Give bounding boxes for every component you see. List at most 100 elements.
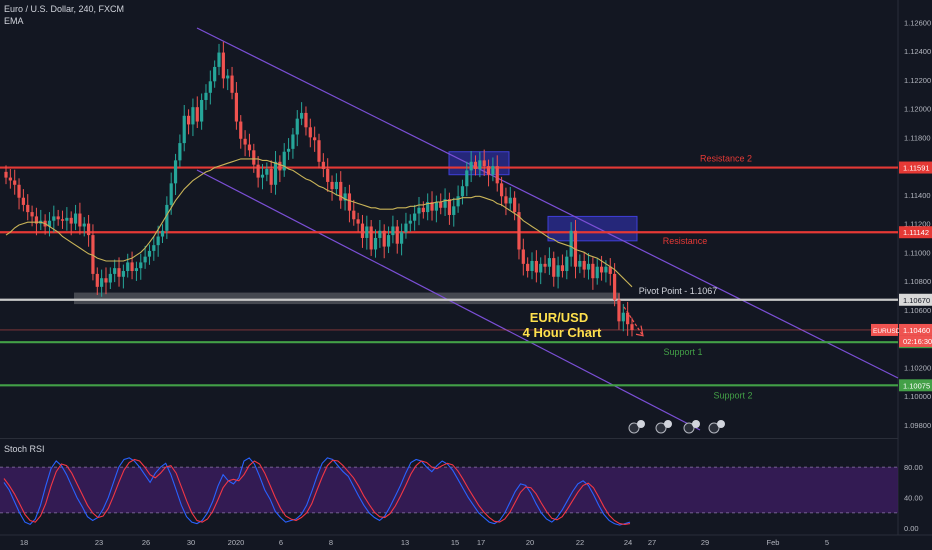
candle-body xyxy=(339,181,343,201)
candle-body xyxy=(513,197,517,213)
candle-body xyxy=(52,216,56,221)
candle-body xyxy=(208,81,212,93)
candle-body xyxy=(295,118,299,135)
event-flag-icon xyxy=(637,420,645,428)
candle-body xyxy=(486,166,491,175)
symbol-badge xyxy=(871,323,898,336)
candle-body xyxy=(356,219,360,224)
candle-body xyxy=(56,216,60,220)
candle-body xyxy=(130,262,134,272)
candle-body xyxy=(82,223,86,227)
candle-body xyxy=(373,237,378,250)
candle-body xyxy=(286,148,291,152)
time-tick-label: 29 xyxy=(701,538,709,547)
candle-body xyxy=(473,161,478,169)
candle-body xyxy=(278,161,282,171)
candle-body xyxy=(552,258,556,277)
rsi-series-d xyxy=(3,458,631,525)
candle-body xyxy=(269,168,273,185)
time-tick-label: 2020 xyxy=(228,538,245,547)
time-tick-label: 6 xyxy=(279,538,283,547)
event-flag-icon xyxy=(683,422,695,434)
time-tick-label: 23 xyxy=(95,538,103,547)
candle-body xyxy=(160,230,165,237)
candle-body xyxy=(317,140,321,162)
level-badge xyxy=(899,161,932,174)
candle-body xyxy=(265,168,269,175)
time-tick-label: 17 xyxy=(477,538,485,547)
candle-body xyxy=(569,230,573,257)
annotation-line-1: EUR/USD xyxy=(530,310,589,325)
candle-body xyxy=(421,207,425,213)
candle-body xyxy=(599,266,604,273)
candle-body xyxy=(369,226,373,250)
candle-body xyxy=(260,174,265,178)
annotation-line-2: 4 Hour Chart xyxy=(523,325,602,340)
candle-body xyxy=(252,150,256,165)
event-flag-icon xyxy=(628,422,640,434)
candle-body xyxy=(117,268,121,277)
candle-body xyxy=(543,263,547,267)
level-label: Support 1 xyxy=(663,347,702,357)
candle-body xyxy=(247,144,252,151)
candle-body xyxy=(73,213,78,224)
price-badge-text: 1.10460 xyxy=(903,326,930,335)
pane-separator xyxy=(0,438,898,439)
candle-body xyxy=(621,312,625,322)
candle-body xyxy=(195,107,199,122)
candle-body xyxy=(504,196,508,204)
candle-body xyxy=(417,207,421,214)
time-tick-label: 30 xyxy=(187,538,195,547)
indicator-label: EMA xyxy=(4,16,24,26)
time-tick-label: 20 xyxy=(526,538,534,547)
level-label: Pivot Point - 1.1067 xyxy=(639,286,718,296)
candle-body xyxy=(534,260,538,273)
candle-body xyxy=(447,199,452,215)
candle-body xyxy=(26,204,30,213)
level-badge-text: 1.10670 xyxy=(903,296,930,305)
candle-body xyxy=(21,197,25,205)
candle-body xyxy=(300,112,304,119)
rsi-tick-label: 0.00 xyxy=(904,524,919,533)
candle-body xyxy=(413,213,417,221)
candle-body xyxy=(86,223,91,236)
candle-body xyxy=(578,260,582,267)
candle-body xyxy=(60,219,65,221)
time-tick-label: 27 xyxy=(648,538,656,547)
candle-body xyxy=(443,199,447,208)
candle-body xyxy=(508,197,512,204)
candle-body xyxy=(213,66,217,82)
candle-body xyxy=(221,52,225,79)
projection-arrowhead xyxy=(635,325,644,337)
candle-body xyxy=(326,168,330,182)
candle-body xyxy=(452,206,456,215)
symbol-badge-text: EURUSD xyxy=(873,328,901,335)
candle-body xyxy=(239,121,243,139)
candle-body xyxy=(200,99,204,122)
candle-body xyxy=(617,299,621,322)
level-label: Resistance 2 xyxy=(700,154,752,164)
candle-body xyxy=(121,271,125,277)
event-flag-icon xyxy=(717,420,725,428)
candle-body xyxy=(152,245,156,251)
candle-body xyxy=(134,268,139,272)
level-badge xyxy=(899,379,932,392)
candle-body xyxy=(408,220,412,224)
candle-body xyxy=(595,266,599,279)
candle-body xyxy=(304,112,308,128)
price-tick-label: 1.10200 xyxy=(904,363,931,372)
candle-body xyxy=(586,263,591,270)
candle-body xyxy=(378,230,382,238)
countdown-text: 02:16:30 xyxy=(903,337,932,346)
candle-body xyxy=(521,249,525,264)
candle-body xyxy=(608,266,612,274)
candle-body xyxy=(573,230,578,267)
price-tick-label: 1.12200 xyxy=(904,76,931,85)
candle-body xyxy=(391,226,395,236)
price-badge xyxy=(899,323,932,336)
candle-body xyxy=(169,183,173,205)
candle-body xyxy=(565,256,569,272)
candle-body xyxy=(399,232,404,244)
candle-body xyxy=(126,262,130,272)
